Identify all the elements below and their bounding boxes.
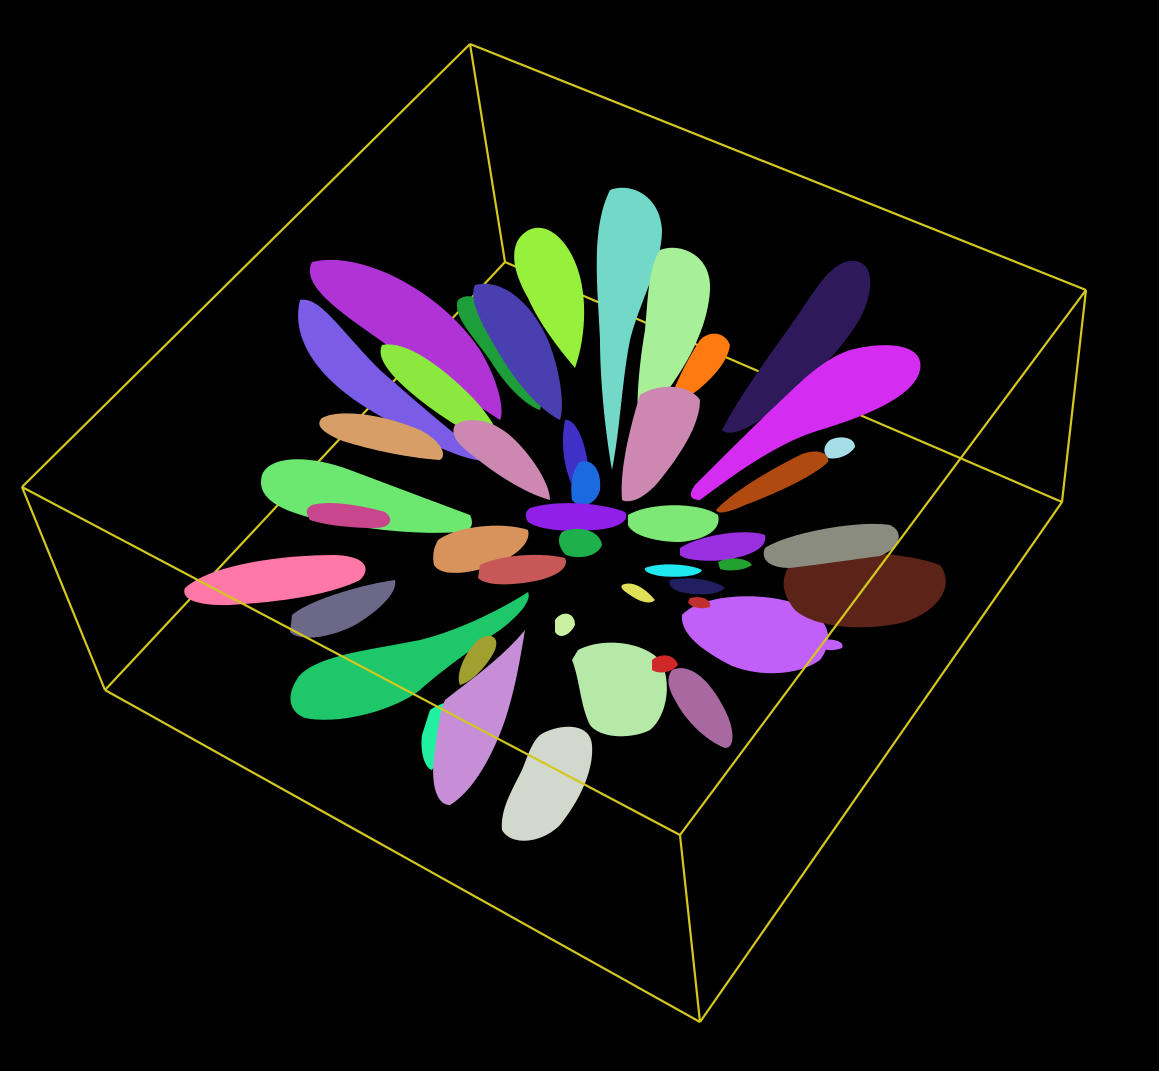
box-edge <box>699 501 1063 1023</box>
leaf-segment[interactable] <box>621 583 655 603</box>
bounding-box-front-edges <box>20 42 1088 1023</box>
box-edge <box>104 689 701 1023</box>
leaf-segment[interactable] <box>644 564 702 577</box>
leaf-segment[interactable] <box>571 461 601 506</box>
leaf-segment[interactable] <box>572 642 667 737</box>
leaf-segment[interactable] <box>681 596 829 674</box>
leaf-segment[interactable] <box>722 260 871 433</box>
leaf-segment[interactable] <box>558 528 602 558</box>
leaf-segment[interactable] <box>596 187 662 471</box>
box-edge <box>21 486 681 836</box>
leaf-segment[interactable] <box>628 505 719 542</box>
box-edge <box>678 834 702 1023</box>
box-edge <box>469 42 1087 292</box>
leaf-segment[interactable] <box>433 630 525 805</box>
leaf-segment[interactable] <box>319 413 444 460</box>
leaf-segment[interactable] <box>473 283 562 420</box>
box-edge <box>1060 289 1088 503</box>
leaf-segment[interactable] <box>478 554 566 585</box>
leaf-segment[interactable] <box>458 635 497 685</box>
leaf-segment[interactable] <box>688 597 711 609</box>
leaf-segment[interactable] <box>680 532 766 561</box>
leaf-segment[interactable] <box>555 613 575 636</box>
leaf-segment[interactable] <box>669 578 725 595</box>
leaf-segments <box>184 187 946 841</box>
box-edge <box>20 486 107 691</box>
leaf-segment[interactable] <box>290 580 396 638</box>
leaf-segment[interactable] <box>718 558 752 571</box>
leaf-segment[interactable] <box>525 503 627 531</box>
leaf-segment[interactable] <box>763 523 899 568</box>
leaf-segment[interactable] <box>652 655 678 673</box>
leaf-segment[interactable] <box>433 525 529 573</box>
leaf-segment[interactable] <box>453 420 550 500</box>
leaf-segment[interactable] <box>783 552 946 628</box>
leaf-segment[interactable] <box>514 227 585 368</box>
leaf-segment[interactable] <box>298 299 490 461</box>
leaf-segment[interactable] <box>290 592 529 720</box>
leaf-segment[interactable] <box>668 668 733 748</box>
leaf-segment[interactable] <box>184 555 366 606</box>
leaf-segment[interactable] <box>716 451 829 513</box>
leaf-segment[interactable] <box>501 726 593 841</box>
leaf-segment[interactable] <box>637 247 711 425</box>
box-edge <box>21 43 471 488</box>
box-edge <box>679 289 1087 836</box>
leaf-segment[interactable] <box>621 386 700 502</box>
leaf-segment[interactable] <box>306 502 391 528</box>
leaf-segment[interactable] <box>824 437 855 459</box>
leaf-segment[interactable] <box>672 333 730 398</box>
box-edge <box>468 43 507 263</box>
leaf-segment[interactable] <box>690 345 921 500</box>
